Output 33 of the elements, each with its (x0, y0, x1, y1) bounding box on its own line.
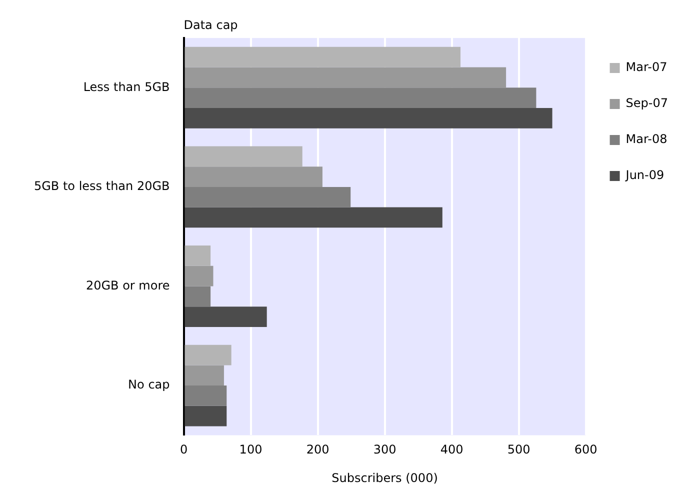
y-tick-label: Less than 5GB (83, 80, 170, 94)
x-tick-label: 600 (574, 442, 598, 457)
bar (184, 246, 211, 266)
bar (184, 286, 211, 307)
bar (184, 108, 552, 128)
bar (184, 207, 442, 228)
x-tick-label: 0 (180, 442, 188, 457)
x-tick-label: 100 (239, 442, 262, 457)
y-axis-title: Data cap (184, 18, 238, 32)
bar (184, 365, 224, 386)
legend-label: Jun-09 (624, 168, 664, 182)
bar (184, 306, 267, 327)
bar (184, 406, 227, 426)
y-tick-label: No cap (128, 378, 170, 392)
bar (184, 146, 302, 167)
x-tick-label: 400 (440, 442, 464, 457)
bar (184, 344, 232, 366)
bar (184, 186, 351, 208)
y-tick-label: 5GB to less than 20GB (34, 179, 170, 194)
bar (184, 166, 322, 187)
bar (184, 67, 506, 88)
x-tick-label: 500 (507, 442, 530, 457)
x-tick-label: 200 (306, 442, 330, 457)
bar (184, 46, 460, 68)
legend-label: Mar-07 (626, 60, 668, 74)
bar (184, 88, 536, 108)
bar (184, 386, 227, 406)
y-tick-label: 20GB or more (86, 278, 170, 292)
bar (184, 266, 214, 286)
x-axis-title: Subscribers (000) (332, 470, 438, 485)
legend-label: Sep-07 (626, 96, 668, 110)
legend-label: Mar-08 (626, 132, 668, 146)
x-tick-label: 300 (373, 442, 396, 457)
